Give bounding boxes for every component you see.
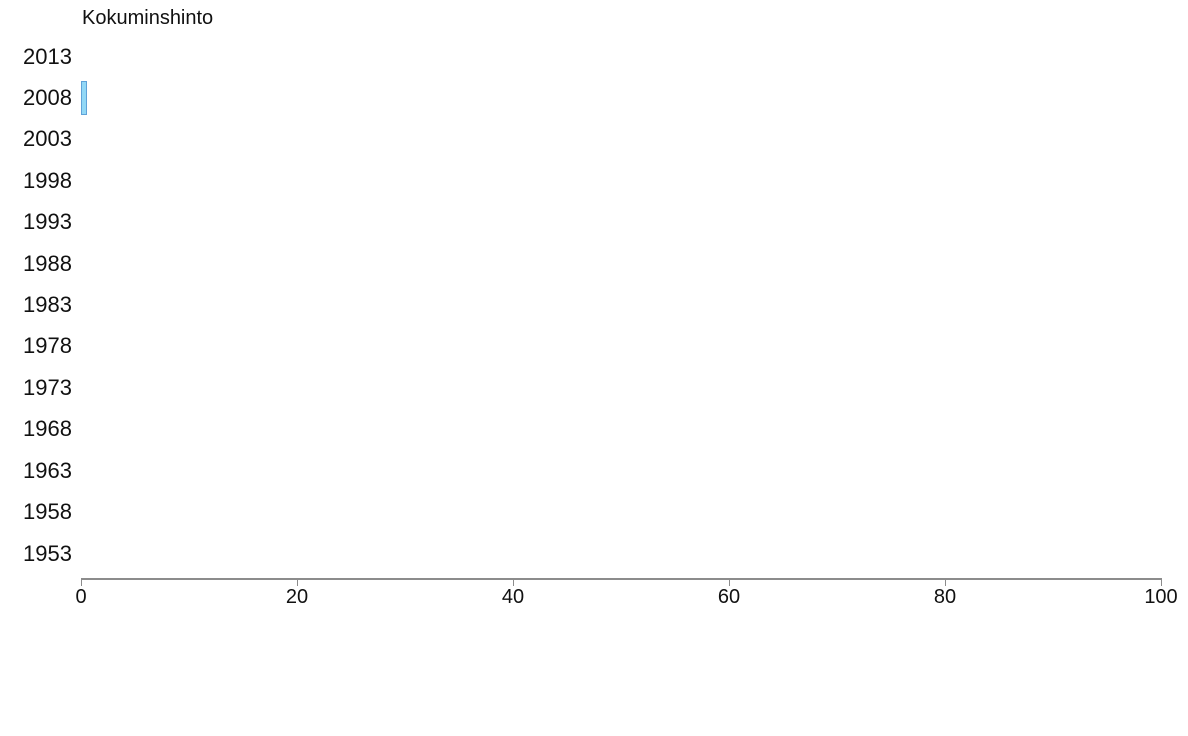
x-tick-label: 60 bbox=[717, 586, 741, 608]
x-axis-tick bbox=[945, 578, 946, 586]
legend: Jiyu minshu to Minshu to Komeito Nihon k… bbox=[0, 625, 1188, 715]
y-axis-label: 1978 bbox=[23, 333, 72, 359]
y-axis-label: 1973 bbox=[23, 374, 72, 400]
bar-2008 bbox=[81, 80, 88, 115]
y-axis-label: 1983 bbox=[23, 292, 72, 318]
x-tick-label: 80 bbox=[933, 586, 957, 608]
x-tick-label: 100 bbox=[1144, 586, 1178, 608]
y-axis-label: 1953 bbox=[23, 540, 72, 566]
x-axis-tick bbox=[729, 578, 730, 586]
y-axis-label: 2013 bbox=[23, 43, 72, 69]
x-axis-tick bbox=[1161, 578, 1162, 586]
x-tick-label: 0 bbox=[75, 586, 87, 608]
y-axis-label: 1958 bbox=[23, 499, 72, 525]
y-axis-label: 1988 bbox=[23, 250, 72, 276]
y-axis-label: 2008 bbox=[23, 84, 72, 110]
chart-title: Kokuminshinto bbox=[82, 7, 214, 29]
y-axis-label: 2003 bbox=[23, 126, 72, 152]
y-axis-label: 1993 bbox=[23, 209, 72, 235]
y-axis-label: 1998 bbox=[23, 167, 72, 193]
x-tick-label: 40 bbox=[501, 586, 525, 608]
x-tick-label: 20 bbox=[285, 586, 309, 608]
x-axis-line bbox=[81, 578, 1162, 580]
x-axis-tick bbox=[513, 578, 514, 586]
y-axis-label: 1968 bbox=[23, 416, 72, 442]
x-axis-tick bbox=[297, 578, 298, 586]
x-axis-tick bbox=[81, 578, 82, 586]
y-axis-label: 1963 bbox=[23, 457, 72, 483]
